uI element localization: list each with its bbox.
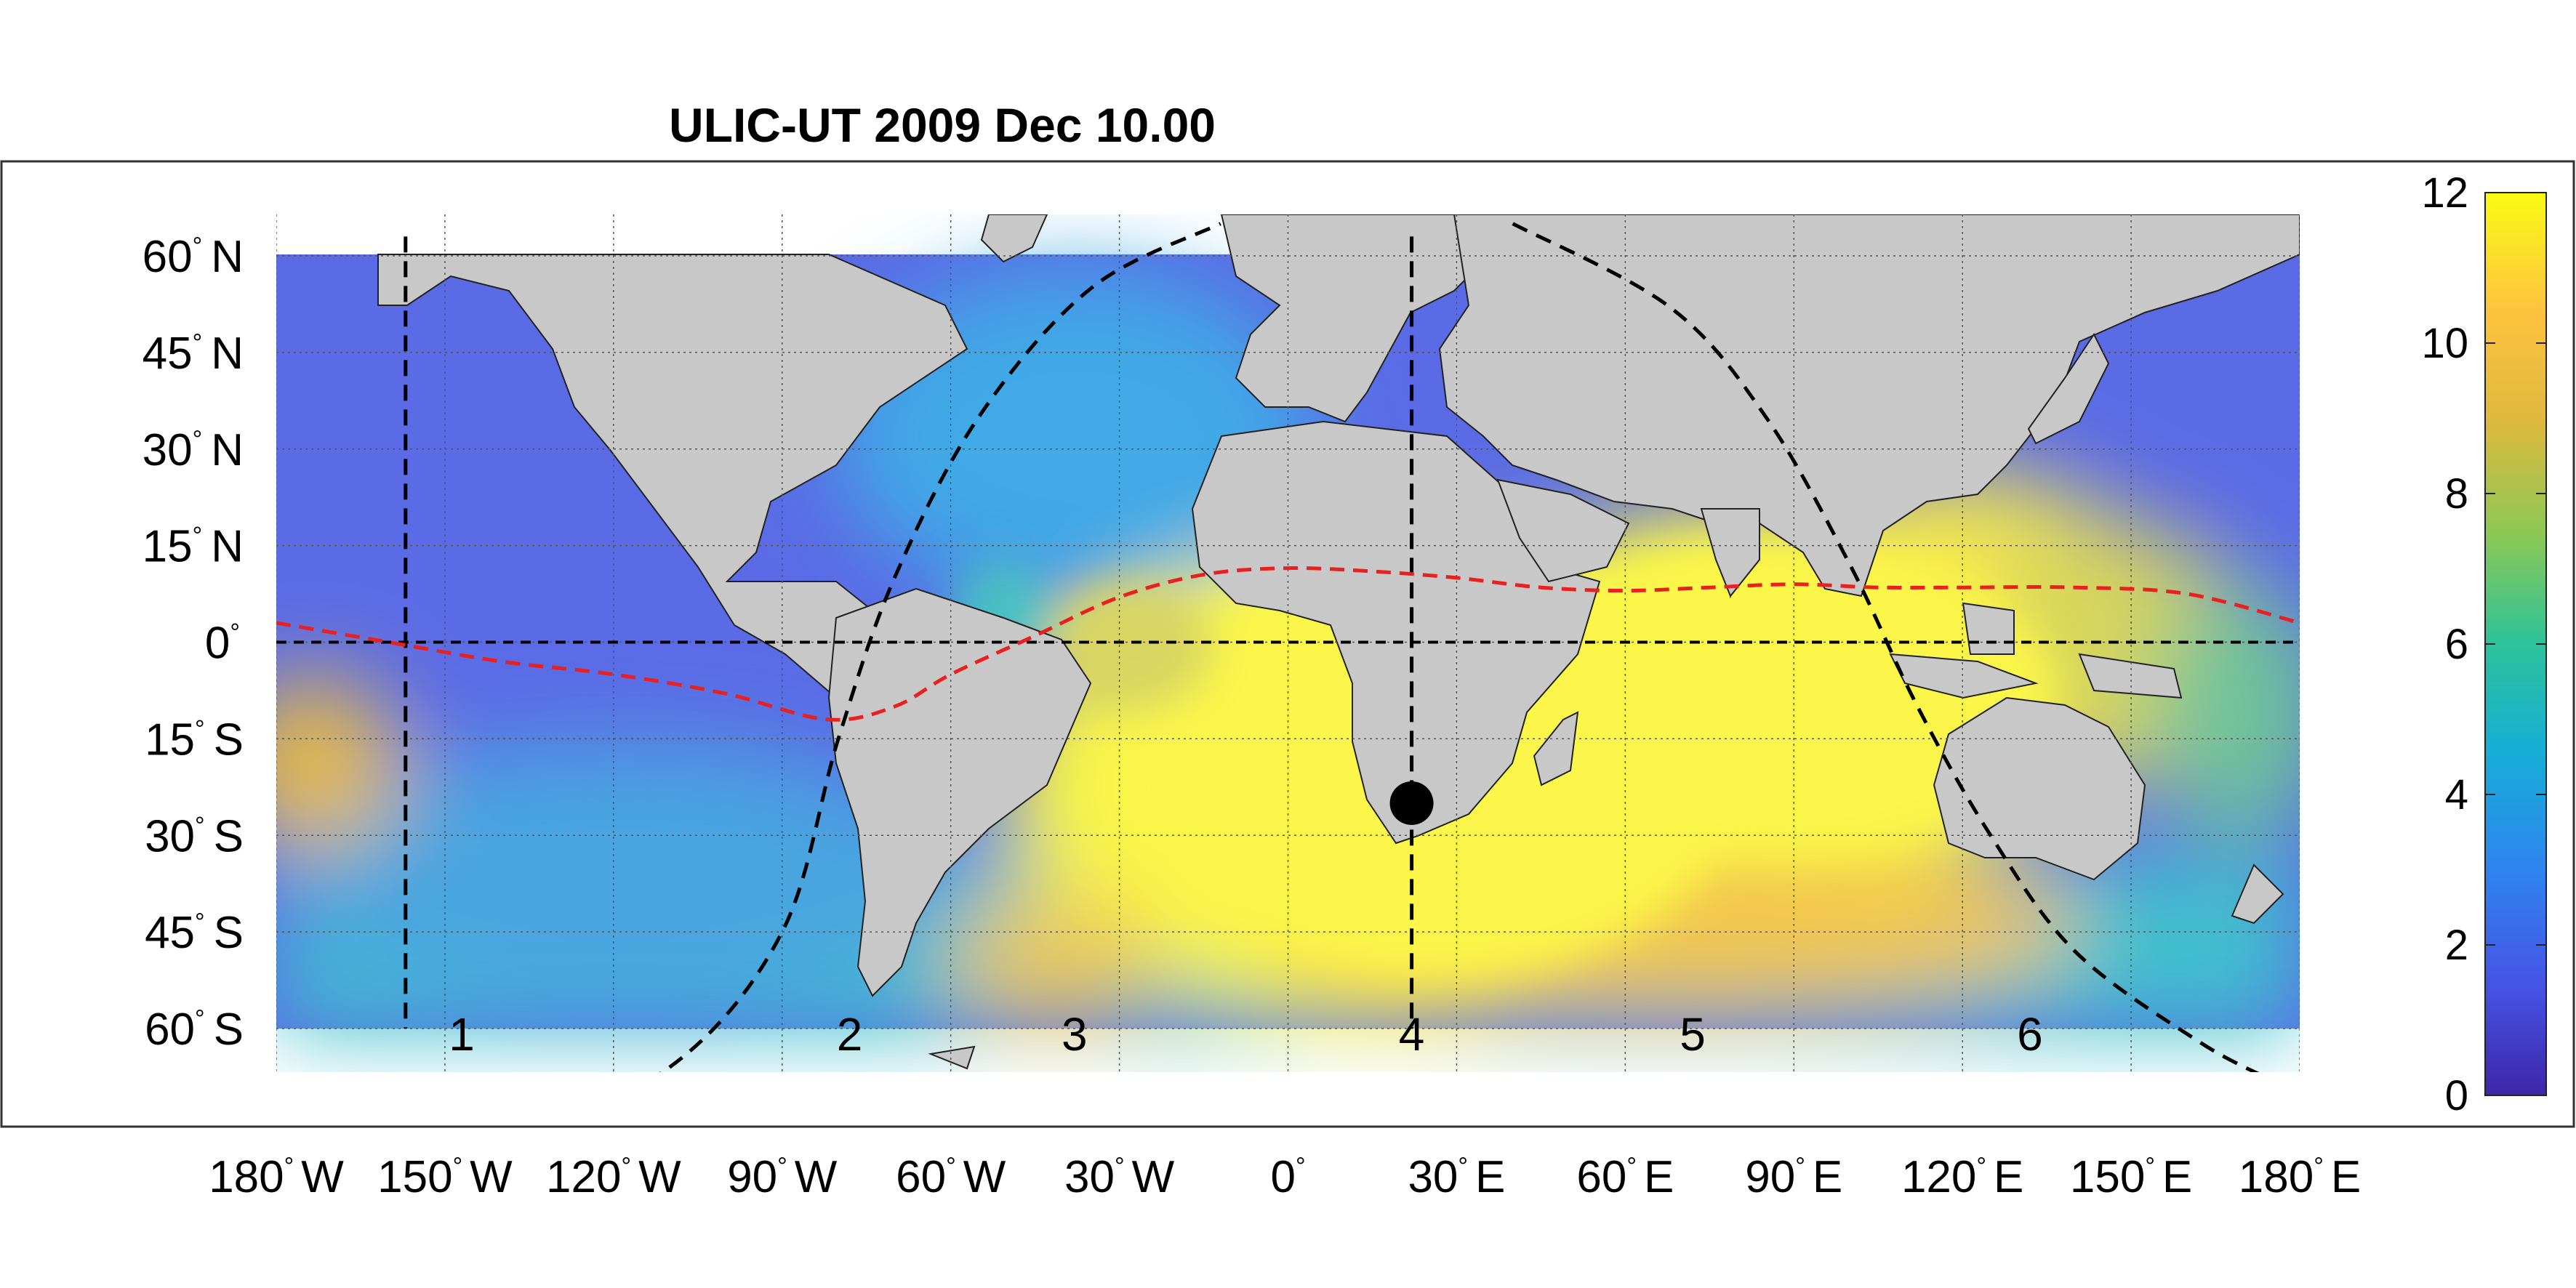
region-labels: 1 2 3 4 5 6: [449, 1008, 2042, 1060]
latitude-label: 30° S: [145, 811, 244, 861]
colorbar-tick-label: 0: [2445, 1072, 2468, 1119]
longitude-label: 150° E: [2070, 1152, 2192, 1202]
longitude-label: 120° W: [546, 1152, 681, 1202]
region-label: 5: [1680, 1008, 1706, 1060]
latitude-label: 45° N: [143, 329, 244, 379]
latitude-label: 30° N: [143, 425, 244, 475]
longitude-label: 60° E: [1576, 1152, 1674, 1202]
terminator-curve: [1512, 222, 2260, 1072]
region-label: 1: [449, 1008, 475, 1060]
colorbar: 0 2 4 6 8 10 12: [2421, 169, 2547, 1119]
latitude-label: 15° S: [145, 715, 244, 765]
latitude-labels: 60° N 45° N 30° N 15° N 0° 15° S 30° S 45° S 60° S: [143, 232, 244, 1055]
region-label: 4: [1399, 1008, 1425, 1060]
longitude-label: 90° W: [727, 1152, 838, 1202]
land-indonesia: [1889, 653, 2039, 699]
colorbar-tick-label: 10: [2421, 320, 2468, 367]
colorbar-tick-label: 2: [2445, 922, 2468, 969]
land-masses: [377, 214, 2300, 1070]
axes-frame: [0, 160, 2575, 1128]
land-arabia: [1496, 478, 1630, 583]
longitude-label: 150° W: [377, 1152, 513, 1202]
land-japan: [2027, 333, 2110, 445]
longitude-labels: 180° W 150° W 120° W 90° W 60° W 30° W 0° 30° E 60° E 90°…: [209, 1152, 2361, 1202]
land-borneo: [1962, 602, 2015, 655]
land-madagascar: [1533, 711, 1579, 786]
latitude-label: 45° S: [145, 908, 244, 958]
location-marker: [1389, 781, 1434, 825]
terminator-curve: [659, 222, 1221, 1072]
latitude-label: 0°: [205, 619, 240, 669]
colorbar-tick-label: 6: [2445, 621, 2468, 668]
colorbar-ticks: 0 2 4 6 8 10 12: [2421, 169, 2546, 1119]
colorbar-tick-label: 4: [2445, 771, 2468, 818]
latitude-label: 60° S: [145, 1005, 244, 1055]
longitude-label: 180° W: [209, 1152, 344, 1202]
map-area: [276, 214, 2300, 1072]
chart-title: ULIC-UT 2009 Dec 10.00: [669, 98, 1216, 152]
region-label: 6: [2017, 1008, 2043, 1060]
land-india: [1700, 508, 1760, 597]
colorbar-tick-label: 12: [2421, 169, 2468, 217]
land-asia: [1438, 214, 2300, 599]
longitude-label: 0°: [1270, 1152, 1305, 1202]
latitude-label: 60° N: [143, 232, 244, 282]
land-greenland: [980, 214, 1048, 263]
terminator-curves: [659, 222, 2260, 1072]
longitude-label: 90° E: [1745, 1152, 1842, 1202]
land-new-guinea: [2078, 653, 2183, 699]
longitude-label: 30° E: [1408, 1152, 1505, 1202]
longitude-label: 180° E: [2239, 1152, 2361, 1202]
longitude-label: 30° W: [1064, 1152, 1175, 1202]
reference-lines: [276, 236, 2300, 1029]
magnetic-equator-line: [276, 566, 2300, 722]
region-label: 3: [1062, 1008, 1088, 1060]
longitude-label: 120° E: [1901, 1152, 2023, 1202]
land-new-zealand: [2231, 864, 2284, 925]
region-label: 2: [837, 1008, 863, 1060]
latitude-label: 15° N: [143, 522, 244, 572]
land-australia: [1933, 696, 2146, 881]
longitude-label: 60° W: [896, 1152, 1006, 1202]
colorbar-tick-label: 8: [2445, 470, 2468, 518]
